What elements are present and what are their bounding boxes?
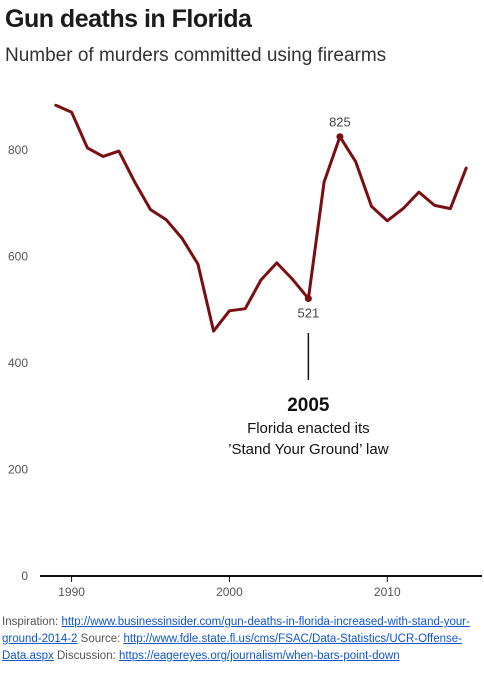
annotation-text-line1: Florida enacted its	[247, 420, 370, 437]
data-label: 825	[329, 115, 351, 130]
y-tick-label: 0	[21, 569, 28, 583]
annotation-text-line2: ’Stand Your Ground’ law	[228, 441, 389, 458]
inspiration-link[interactable]: http://www.businessinsider.com/gun-death…	[2, 616, 470, 645]
chart-svg: 0 200 400 600 800 1990 2000 2010 825 521 2005 Flori…	[8, 103, 482, 599]
annotation-year: 2005	[287, 395, 330, 416]
footer-credits: Inspiration: http://www.businessinsider.…	[2, 614, 482, 665]
data-label: 521	[298, 306, 320, 321]
discussion-label: Discussion:	[56, 650, 116, 662]
source-label: Source:	[80, 633, 121, 645]
discussion-link[interactable]: https://eagereyes.org/journalism/when-ba…	[119, 650, 400, 662]
x-tick-label: 2000	[216, 585, 243, 599]
data-point-marker	[336, 133, 344, 141]
series-line	[54, 103, 468, 333]
y-tick-label: 400	[8, 356, 28, 370]
chart-subtitle: Number of murders committed using firear…	[5, 45, 387, 66]
y-tick-label: 200	[8, 463, 28, 477]
y-tick-label: 600	[8, 250, 28, 264]
y-tick-label: 800	[8, 143, 28, 157]
x-tick-label: 2010	[374, 585, 401, 599]
source-link[interactable]: http://www.fdle.state.fl.us/cms/FSAC/Dat…	[2, 633, 462, 662]
inspiration-label: Inspiration:	[2, 616, 59, 628]
data-point-marker	[304, 295, 312, 303]
chart-title: Gun deaths in Florida	[5, 5, 252, 33]
x-tick-label: 1990	[58, 585, 85, 599]
